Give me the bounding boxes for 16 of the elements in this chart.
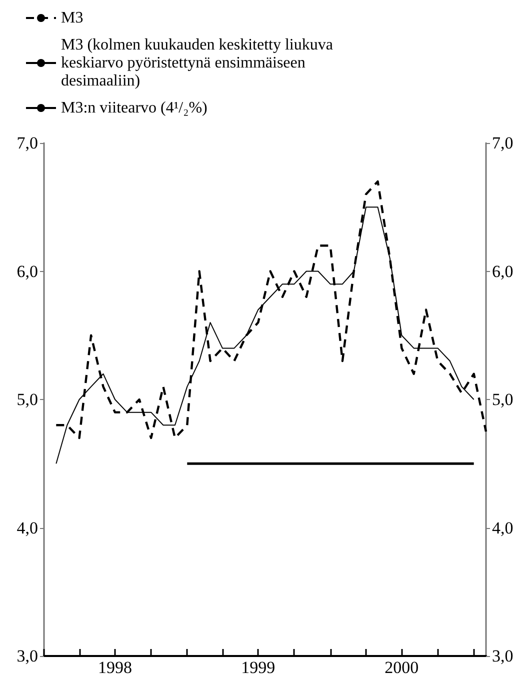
y-tick-label: 4,0 — [16, 518, 38, 538]
legend-label: M3:n viitearvo (4¹/₂%) — [61, 100, 208, 116]
y2-tick-label: 6,0 — [492, 262, 514, 281]
y-tick-label: 3,0 — [16, 646, 38, 666]
x-tick-label: 1999 — [241, 658, 276, 677]
x-tick-label: 1998 — [98, 658, 132, 677]
y-tick-label: 6,0 — [16, 262, 38, 281]
y2-tick-label: 3,0 — [492, 646, 514, 666]
y2-tick-label: 7,0 — [492, 134, 514, 152]
y-tick-label: 7,0 — [16, 134, 38, 152]
legend-label: M3 — [61, 10, 84, 26]
x-tick-label: 2000 — [384, 658, 419, 677]
y-tick-label: 5,0 — [16, 390, 38, 409]
legend-label: M3 (kolmen kuukauden keskitetty liukuva keskiarvo pyöristettynä ensimmäiseen desimaaliin) — [61, 36, 337, 90]
y2-tick-label: 4,0 — [492, 518, 514, 538]
y2-tick-label: 5,0 — [492, 390, 514, 409]
